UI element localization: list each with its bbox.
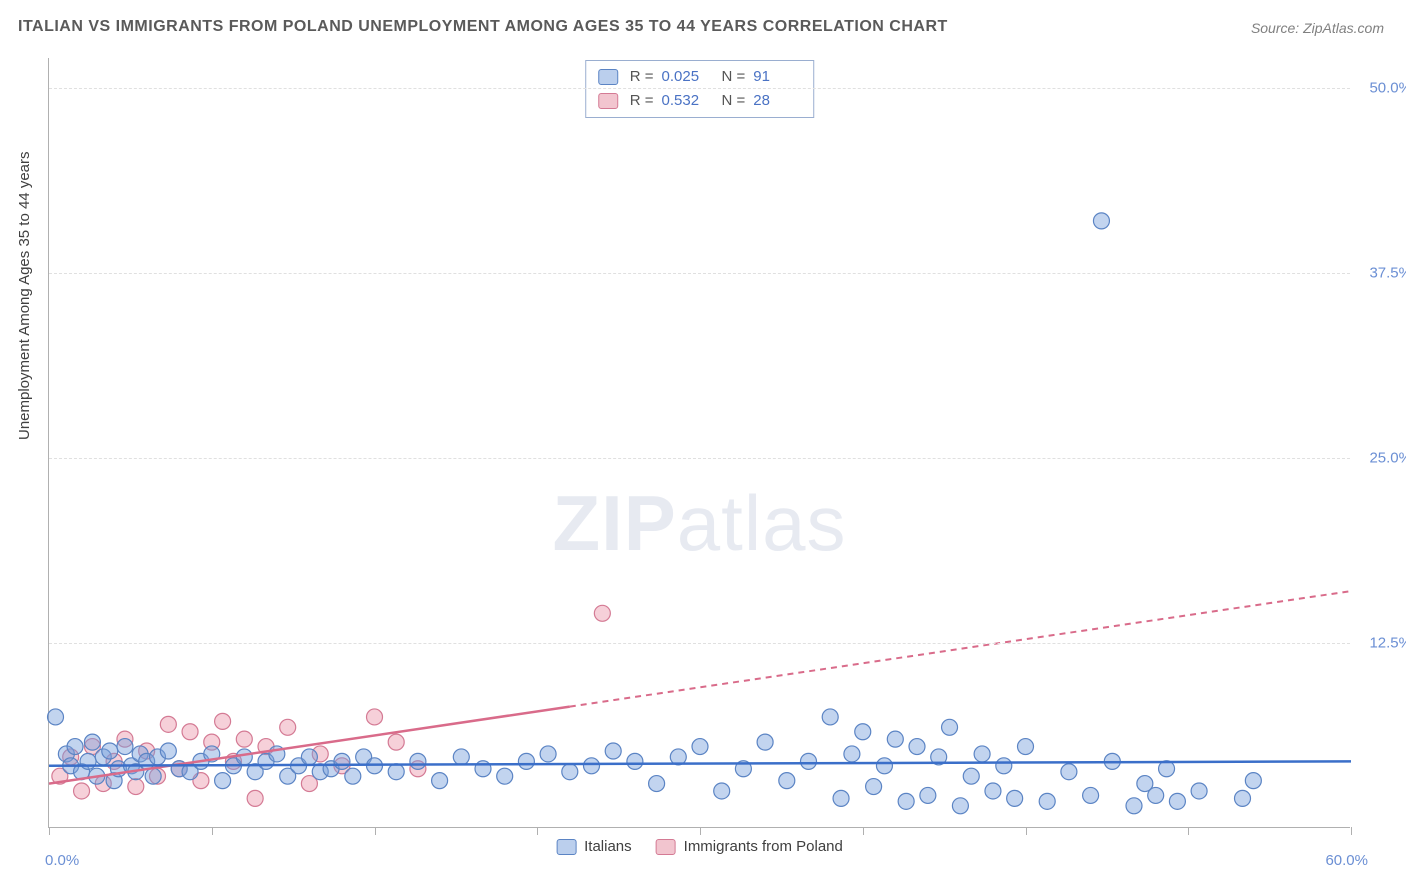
data-point [909,739,925,755]
ytick-label: 37.5% [1369,264,1406,281]
data-point [714,783,730,799]
grid-line [49,273,1350,274]
data-point [74,783,90,799]
data-point [985,783,1001,799]
data-point [1148,787,1164,803]
data-point [432,773,448,789]
data-point [540,746,556,762]
data-point [605,743,621,759]
grid-line [49,458,1350,459]
data-point [301,749,317,765]
data-point [1083,787,1099,803]
data-point [518,753,534,769]
data-point [160,716,176,732]
data-point [996,758,1012,774]
data-point [215,773,231,789]
data-point [855,724,871,740]
data-point [388,764,404,780]
data-point [1126,798,1142,814]
data-point [649,776,665,792]
data-point [145,768,161,784]
data-point [974,746,990,762]
regression-line-dashed [570,591,1351,707]
grid-line [49,88,1350,89]
swatch-pink-icon [656,839,676,855]
data-point [757,734,773,750]
data-point [48,709,64,725]
y-axis-label: Unemployment Among Ages 35 to 44 years [16,151,33,440]
data-point [584,758,600,774]
xtick [537,827,538,835]
data-point [334,753,350,769]
data-point [866,779,882,795]
data-point [160,743,176,759]
data-point [84,734,100,750]
data-point [410,753,426,769]
xtick [49,827,50,835]
data-point [692,739,708,755]
data-point [801,753,817,769]
data-point [1061,764,1077,780]
data-point [562,764,578,780]
legend-item-blue: Italians [556,838,632,855]
data-point [497,768,513,784]
xtick [1188,827,1189,835]
source-attribution: Source: ZipAtlas.com [1251,20,1384,36]
x-min-label: 0.0% [45,852,79,869]
grid-line [49,643,1350,644]
data-point [388,734,404,750]
data-point [942,719,958,735]
data-point [876,758,892,774]
data-point [1018,739,1034,755]
swatch-blue-icon [556,839,576,855]
data-point [80,753,96,769]
data-point [453,749,469,765]
data-point [779,773,795,789]
scatter-svg [49,58,1350,827]
data-point [887,731,903,747]
xtick [212,827,213,835]
data-point [1169,793,1185,809]
xtick [700,827,701,835]
data-point [1007,790,1023,806]
data-point [1093,213,1109,229]
data-point [1039,793,1055,809]
xtick [1026,827,1027,835]
data-point [236,749,252,765]
data-point [833,790,849,806]
data-point [367,709,383,725]
data-point [215,713,231,729]
data-point [1235,790,1251,806]
data-point [236,731,252,747]
data-point [822,709,838,725]
data-point [117,739,133,755]
data-point [1245,773,1261,789]
ytick-label: 50.0% [1369,79,1406,96]
data-point [920,787,936,803]
data-point [67,739,83,755]
data-point [627,753,643,769]
plot-area: ZIPatlas R =0.025 N =91 R =0.532 N =28 I… [48,58,1350,828]
x-max-label: 60.0% [1325,852,1368,869]
data-point [247,790,263,806]
data-point [1191,783,1207,799]
data-point [844,746,860,762]
ytick-label: 12.5% [1369,634,1406,651]
data-point [594,605,610,621]
legend-item-pink: Immigrants from Poland [656,838,843,855]
data-point [963,768,979,784]
data-point [128,779,144,795]
data-point [280,719,296,735]
data-point [952,798,968,814]
xtick [375,827,376,835]
chart-title: ITALIAN VS IMMIGRANTS FROM POLAND UNEMPL… [18,18,948,36]
ytick-label: 25.0% [1369,449,1406,466]
data-point [898,793,914,809]
xtick [863,827,864,835]
series-legend: Italians Immigrants from Poland [556,838,843,855]
data-point [102,743,118,759]
data-point [182,724,198,740]
xtick [1351,827,1352,835]
data-point [345,768,361,784]
